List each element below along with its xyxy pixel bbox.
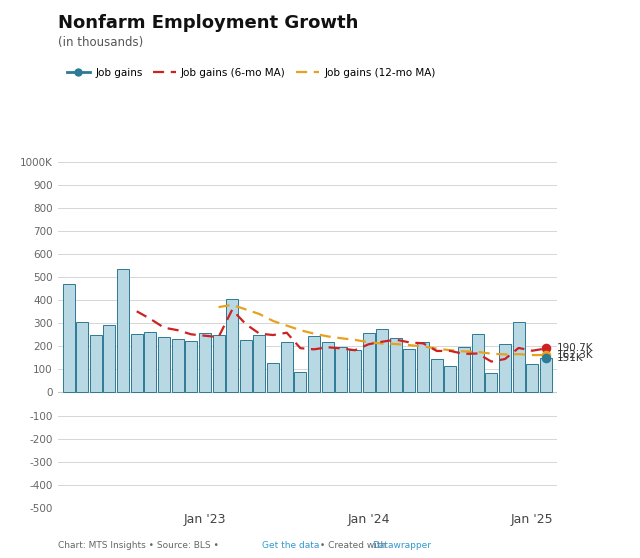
Bar — [172, 339, 184, 392]
Bar — [212, 335, 225, 392]
Bar — [376, 329, 388, 392]
Bar — [185, 341, 197, 392]
Text: 151K: 151K — [557, 353, 584, 363]
Point — [541, 344, 551, 353]
Bar — [444, 366, 456, 392]
Text: 162.3K: 162.3K — [557, 350, 593, 360]
Bar — [76, 322, 88, 392]
Bar — [335, 348, 348, 392]
Legend: Job gains, Job gains (6-mo MA), Job gains (12-mo MA): Job gains, Job gains (6-mo MA), Job gain… — [63, 64, 440, 82]
Bar — [158, 338, 170, 392]
Bar — [63, 284, 74, 392]
Bar — [104, 325, 115, 392]
Text: 190.7K: 190.7K — [557, 344, 593, 353]
Bar — [513, 321, 525, 392]
Text: Get the data: Get the data — [262, 541, 320, 550]
Bar — [390, 338, 402, 392]
Bar — [499, 344, 511, 392]
Bar — [540, 358, 552, 392]
Bar — [240, 340, 252, 392]
Bar — [131, 334, 143, 392]
Bar — [226, 299, 238, 392]
Bar — [145, 332, 156, 392]
Text: Datawrapper: Datawrapper — [372, 541, 431, 550]
Bar — [526, 364, 538, 392]
Bar — [308, 336, 320, 392]
Bar — [253, 335, 266, 392]
Bar — [417, 342, 429, 392]
Bar — [363, 334, 374, 392]
Bar — [349, 350, 361, 392]
Bar — [431, 359, 443, 392]
Text: Chart: MTS Insights • Source: BLS •: Chart: MTS Insights • Source: BLS • — [58, 541, 221, 550]
Bar — [90, 335, 102, 392]
Bar — [281, 342, 292, 392]
Point — [541, 350, 551, 359]
Bar — [403, 349, 415, 392]
Point — [541, 353, 551, 362]
Bar — [294, 372, 307, 392]
Bar — [199, 334, 211, 392]
Bar — [322, 342, 333, 392]
Text: • Created with: • Created with — [317, 541, 389, 550]
Bar — [267, 363, 279, 392]
Text: Nonfarm Employment Growth: Nonfarm Employment Growth — [58, 14, 358, 32]
Text: (in thousands): (in thousands) — [58, 36, 143, 49]
Bar — [117, 268, 129, 392]
Bar — [458, 347, 470, 392]
Bar — [485, 373, 497, 392]
Bar — [472, 334, 484, 392]
